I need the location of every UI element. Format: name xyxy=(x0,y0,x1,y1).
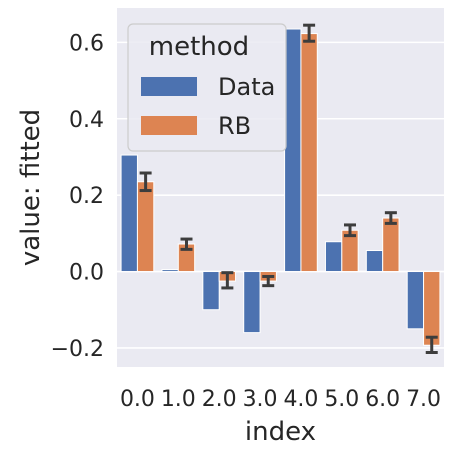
x-tick-label: 7.0 xyxy=(406,387,441,412)
legend-swatch-data xyxy=(141,77,197,96)
x-tick-label: 4.0 xyxy=(283,387,318,412)
legend: method Data RB xyxy=(127,23,287,152)
y-tick-label: 0.0 xyxy=(69,261,104,286)
bars xyxy=(120,28,441,346)
bar-data-3 xyxy=(243,271,261,334)
y-tick-label: 0.4 xyxy=(69,108,104,133)
legend-label-rb: RB xyxy=(218,112,251,140)
bar-data-2 xyxy=(202,271,220,311)
y-tick-label: 0.6 xyxy=(69,31,104,56)
legend-title: method xyxy=(149,32,249,62)
x-tick-label: 1.0 xyxy=(161,387,196,412)
y-tick-label: 0.2 xyxy=(69,184,104,209)
bar-rb-0 xyxy=(136,181,155,273)
bar-rb-6 xyxy=(382,217,400,273)
x-tick-label: 2.0 xyxy=(202,387,237,412)
x-axis-label: index xyxy=(245,417,316,447)
bar-data-6 xyxy=(365,250,384,273)
y-axis-ticks: −0.2 0.0 0.2 0.4 0.6 xyxy=(51,31,104,362)
bar-data-7 xyxy=(406,271,425,330)
y-axis-label: value: fitted xyxy=(16,109,46,266)
x-tick-label: 3.0 xyxy=(243,387,278,412)
x-tick-label: 0.0 xyxy=(120,387,155,412)
y-tick-label: −0.2 xyxy=(51,337,104,362)
bar-data-4 xyxy=(284,28,302,273)
bar-data-5 xyxy=(324,241,343,273)
x-tick-label: 6.0 xyxy=(365,387,400,412)
bar-rb-4 xyxy=(300,33,318,273)
bar-data-0 xyxy=(120,154,138,273)
bar-rb-7 xyxy=(423,271,441,346)
x-tick-label: 5.0 xyxy=(324,387,359,412)
error-bars xyxy=(139,23,438,354)
legend-label-data: Data xyxy=(218,73,275,101)
legend-swatch-rb xyxy=(141,116,197,135)
x-axis-ticks: 0.0 1.0 2.0 3.0 4.0 5.0 6.0 7.0 xyxy=(120,387,441,412)
bar-data-1 xyxy=(161,269,179,273)
